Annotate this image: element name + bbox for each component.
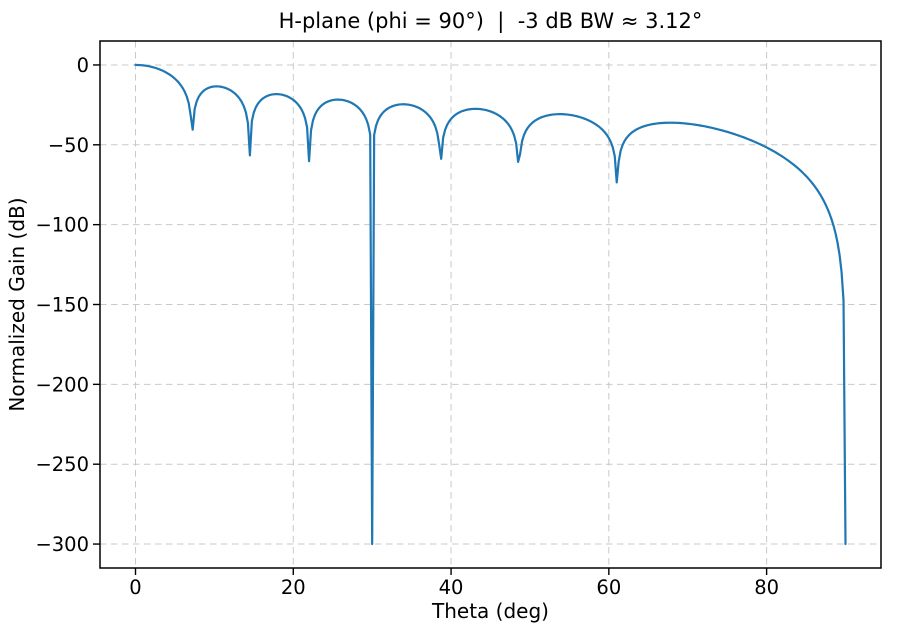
y-tick-label: −150 bbox=[35, 294, 89, 317]
x-axis-label: Theta (deg) bbox=[431, 599, 549, 623]
x-tick-label: 20 bbox=[281, 576, 306, 599]
y-tick-label: −50 bbox=[48, 134, 89, 157]
y-gridlines bbox=[100, 64, 881, 545]
y-tick-label: −300 bbox=[35, 533, 89, 556]
y-tick-label: −100 bbox=[35, 214, 89, 237]
chart-title: H-plane (phi = 90°) | -3 dB BW ≈ 3.12° bbox=[279, 9, 703, 34]
x-axis-ticks: 0 20 40 60 80 bbox=[129, 568, 779, 599]
y-tick-label: −250 bbox=[35, 453, 89, 476]
x-tick-label: 60 bbox=[596, 576, 621, 599]
y-tick-label: 0 bbox=[77, 54, 89, 77]
x-tick-label: 40 bbox=[439, 576, 464, 599]
y-axis-ticks: 0 −50 −100 −150 −200 −250 −300 bbox=[35, 54, 100, 556]
x-tick-label: 0 bbox=[129, 576, 141, 599]
gain-curve bbox=[134, 63, 847, 546]
y-axis-label: Normalized Gain (dB) bbox=[5, 197, 29, 411]
y-tick-label: −200 bbox=[35, 373, 89, 396]
x-tick-label: 80 bbox=[754, 576, 779, 599]
